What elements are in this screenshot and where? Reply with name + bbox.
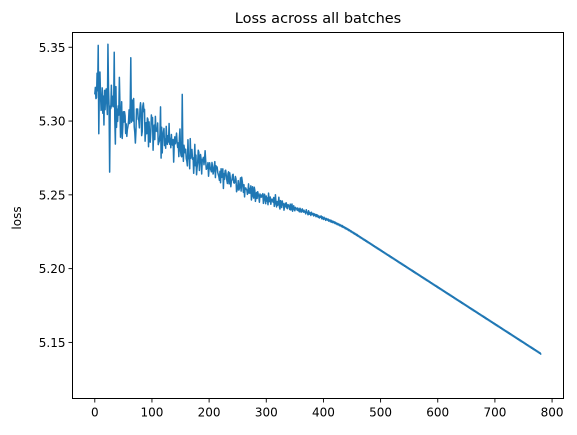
x-tick-label: 0: [91, 406, 99, 420]
y-tick-label: 5.15: [39, 336, 66, 350]
x-tick-label: 800: [541, 406, 564, 420]
x-tick-label: 300: [255, 406, 278, 420]
y-axis-label: loss: [10, 206, 24, 229]
x-tick-label: 400: [312, 406, 335, 420]
y-tick-label: 5.25: [39, 188, 66, 202]
chart-title: Loss across all batches: [235, 11, 401, 27]
x-tick-label: 500: [369, 406, 392, 420]
y-tick-label: 5.30: [39, 115, 66, 129]
x-tick-label: 100: [140, 406, 163, 420]
y-tick-label: 5.20: [39, 262, 66, 276]
axis-ticks: 0 100 200 300 400 500 600 700 800 5.15 5.20 5.25 5.3…: [39, 41, 564, 420]
x-tick-label: 700: [483, 406, 506, 420]
x-tick-label: 600: [426, 406, 449, 420]
plot-frame: [72, 32, 564, 399]
y-tick-label: 5.35: [39, 41, 66, 55]
loss-series-line: [94, 43, 542, 355]
plot-area: [94, 43, 542, 355]
x-tick-label: 200: [198, 406, 221, 420]
